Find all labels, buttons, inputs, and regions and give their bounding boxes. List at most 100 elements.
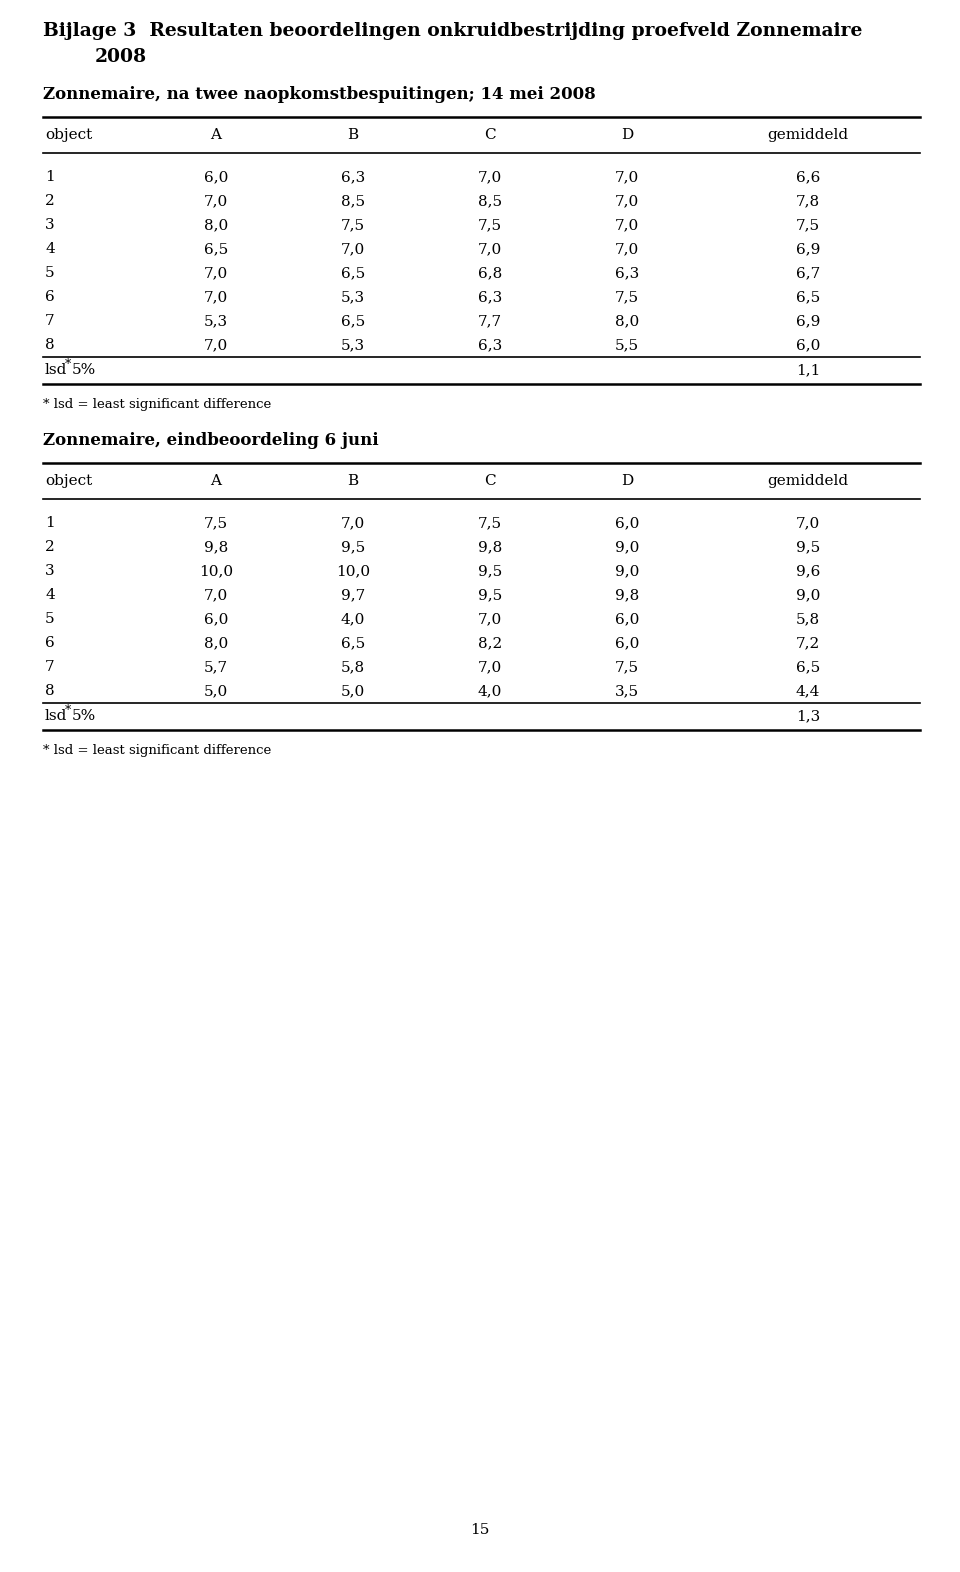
Text: 6,0: 6,0	[796, 338, 820, 352]
Text: 7,5: 7,5	[478, 219, 502, 233]
Text: 9,5: 9,5	[341, 541, 365, 553]
Text: 5: 5	[45, 612, 55, 626]
Text: lsd: lsd	[45, 363, 67, 377]
Text: 4,0: 4,0	[341, 612, 365, 626]
Text: D: D	[621, 475, 634, 487]
Text: 7,0: 7,0	[341, 516, 365, 530]
Text: 2008: 2008	[95, 49, 147, 66]
Text: 9,0: 9,0	[614, 564, 639, 578]
Text: 5,0: 5,0	[204, 684, 228, 698]
Text: 9,5: 9,5	[478, 564, 502, 578]
Text: 9,8: 9,8	[614, 588, 639, 602]
Text: 7,0: 7,0	[478, 660, 502, 674]
Text: 5%: 5%	[72, 363, 96, 377]
Text: 9,8: 9,8	[478, 541, 502, 553]
Text: 6,9: 6,9	[796, 314, 820, 329]
Text: 1,1: 1,1	[796, 363, 820, 377]
Text: 7,2: 7,2	[796, 637, 820, 649]
Text: 7,0: 7,0	[614, 219, 639, 233]
Text: * lsd = least significant difference: * lsd = least significant difference	[43, 398, 272, 410]
Text: 5,3: 5,3	[204, 314, 228, 329]
Text: *: *	[65, 704, 71, 717]
Text: 2: 2	[45, 541, 55, 553]
Text: A: A	[210, 127, 222, 141]
Text: 6,0: 6,0	[614, 516, 639, 530]
Text: lsd: lsd	[45, 709, 67, 723]
Text: 7,0: 7,0	[614, 242, 639, 256]
Text: 8,0: 8,0	[204, 219, 228, 233]
Text: 6,0: 6,0	[614, 637, 639, 649]
Text: C: C	[484, 127, 495, 141]
Text: 6: 6	[45, 637, 55, 649]
Text: 5: 5	[45, 266, 55, 280]
Text: 5,0: 5,0	[341, 684, 365, 698]
Text: 7,0: 7,0	[614, 170, 639, 184]
Text: * lsd = least significant difference: * lsd = least significant difference	[43, 744, 272, 758]
Text: Zonnemaire, na twee naopkomstbespuitingen; 14 mei 2008: Zonnemaire, na twee naopkomstbespuitinge…	[43, 86, 596, 104]
Text: 4: 4	[45, 588, 55, 602]
Text: 6,3: 6,3	[478, 338, 502, 352]
Text: 7,0: 7,0	[204, 289, 228, 303]
Text: object: object	[45, 475, 92, 487]
Text: 7,8: 7,8	[796, 193, 820, 208]
Text: 5,8: 5,8	[341, 660, 365, 674]
Text: 4,4: 4,4	[796, 684, 820, 698]
Text: 7,5: 7,5	[615, 660, 639, 674]
Text: 7,0: 7,0	[796, 516, 820, 530]
Text: B: B	[348, 475, 359, 487]
Text: 5,5: 5,5	[615, 338, 639, 352]
Text: 7,0: 7,0	[204, 338, 228, 352]
Text: 8,0: 8,0	[614, 314, 639, 329]
Text: 7,0: 7,0	[341, 242, 365, 256]
Text: 6,5: 6,5	[341, 314, 365, 329]
Text: 6,6: 6,6	[796, 170, 820, 184]
Text: 8: 8	[45, 338, 55, 352]
Text: 7,5: 7,5	[478, 516, 502, 530]
Text: 6,9: 6,9	[796, 242, 820, 256]
Text: 5,8: 5,8	[796, 612, 820, 626]
Text: 7,5: 7,5	[204, 516, 228, 530]
Text: 6,8: 6,8	[478, 266, 502, 280]
Text: 7,5: 7,5	[796, 219, 820, 233]
Text: 6,5: 6,5	[341, 266, 365, 280]
Text: 9,0: 9,0	[796, 588, 820, 602]
Text: 1: 1	[45, 170, 55, 184]
Text: 7,0: 7,0	[478, 242, 502, 256]
Text: 5,3: 5,3	[341, 289, 365, 303]
Text: 6,0: 6,0	[204, 170, 228, 184]
Text: 8,0: 8,0	[204, 637, 228, 649]
Text: 9,5: 9,5	[796, 541, 820, 553]
Text: 10,0: 10,0	[336, 564, 370, 578]
Text: 6,0: 6,0	[204, 612, 228, 626]
Text: 7,7: 7,7	[478, 314, 502, 329]
Text: object: object	[45, 127, 92, 141]
Text: 9,7: 9,7	[341, 588, 365, 602]
Text: 4: 4	[45, 242, 55, 256]
Text: 5,3: 5,3	[341, 338, 365, 352]
Text: 7,0: 7,0	[204, 266, 228, 280]
Text: 6,3: 6,3	[341, 170, 365, 184]
Text: D: D	[621, 127, 634, 141]
Text: 3: 3	[45, 564, 55, 578]
Text: 10,0: 10,0	[199, 564, 233, 578]
Text: 9,0: 9,0	[614, 541, 639, 553]
Text: 7: 7	[45, 314, 55, 329]
Text: 6,5: 6,5	[796, 289, 820, 303]
Text: 7: 7	[45, 660, 55, 674]
Text: 9,5: 9,5	[478, 588, 502, 602]
Text: Bijlage 3  Resultaten beoordelingen onkruidbestrijding proefveld Zonnemaire: Bijlage 3 Resultaten beoordelingen onkru…	[43, 22, 862, 39]
Text: 7,5: 7,5	[341, 219, 365, 233]
Text: 1: 1	[45, 516, 55, 530]
Text: 6: 6	[45, 289, 55, 303]
Text: 5,7: 5,7	[204, 660, 228, 674]
Text: 1,3: 1,3	[796, 709, 820, 723]
Text: 6,5: 6,5	[341, 637, 365, 649]
Text: 3: 3	[45, 219, 55, 233]
Text: 6,5: 6,5	[204, 242, 228, 256]
Text: 6,3: 6,3	[478, 289, 502, 303]
Text: 3,5: 3,5	[615, 684, 639, 698]
Text: A: A	[210, 475, 222, 487]
Text: 2: 2	[45, 193, 55, 208]
Text: 7,5: 7,5	[615, 289, 639, 303]
Text: 7,0: 7,0	[478, 612, 502, 626]
